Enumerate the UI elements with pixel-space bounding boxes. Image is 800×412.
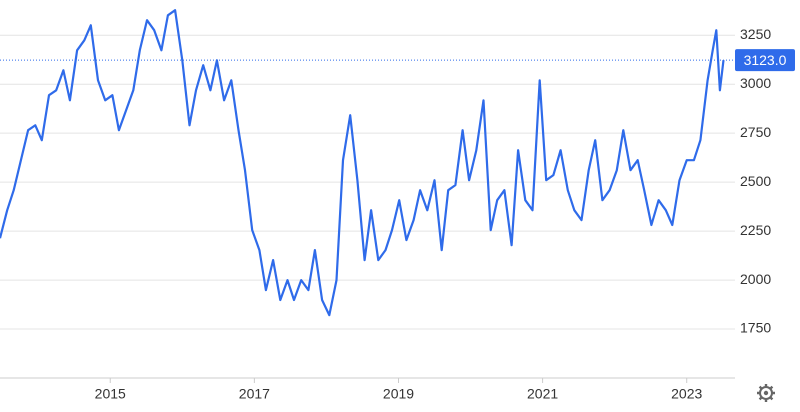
x-tick-label: 2015 [95, 386, 126, 402]
x-tick-label: 2023 [671, 386, 702, 402]
y-tick-label: 3000 [740, 75, 771, 91]
y-tick-label: 2500 [740, 173, 771, 189]
x-tick-label: 2017 [239, 386, 270, 402]
y-tick-label: 2750 [740, 124, 771, 140]
x-tick-label: 2021 [527, 386, 558, 402]
price-line [0, 9, 725, 317]
y-tick-label: 1750 [740, 320, 771, 336]
y-tick-label: 2000 [740, 271, 771, 287]
last-value-box [735, 49, 795, 72]
gear-center[interactable] [763, 390, 769, 396]
y-tick-label: 2250 [740, 222, 771, 238]
last-value-label: 3123.0 [744, 52, 787, 68]
gear-teeth[interactable] [757, 384, 775, 402]
y-tick-label: 3250 [740, 26, 771, 42]
settings-icon[interactable] [757, 384, 775, 402]
x-tick-label: 2019 [383, 386, 414, 402]
